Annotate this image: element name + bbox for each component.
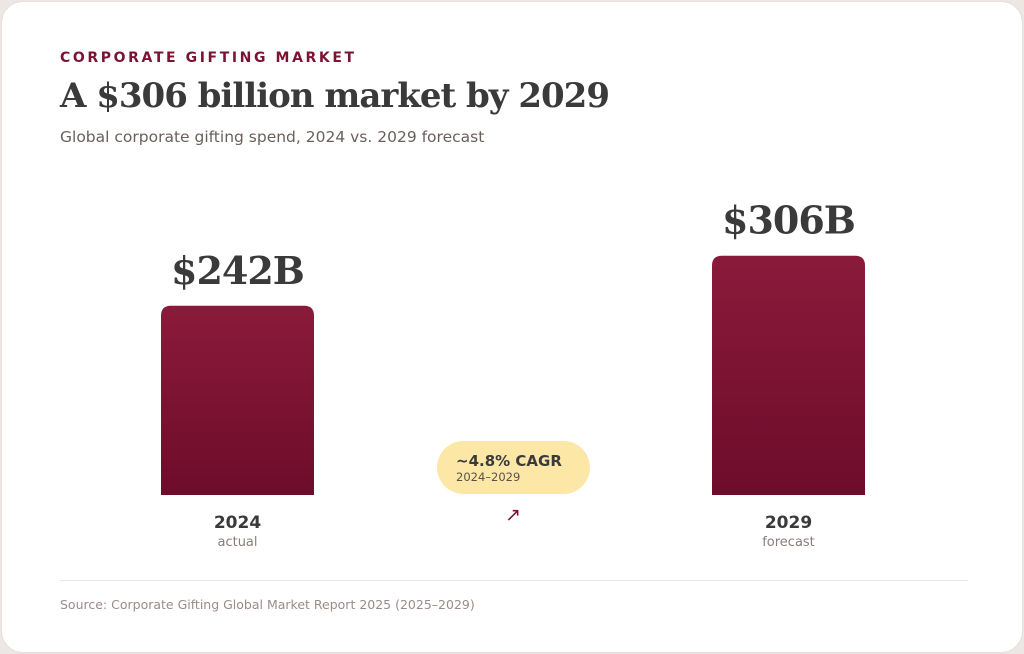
bar-2029 xyxy=(712,255,865,495)
category-note-2029: forecast xyxy=(762,535,815,550)
chart-title: A $306 billion market by 2029 xyxy=(60,76,610,116)
bar-2024 xyxy=(161,305,314,495)
category-note-2024: actual xyxy=(217,535,257,550)
cagr-period: 2024–2029 xyxy=(456,470,521,484)
value-label-2024: $242B xyxy=(171,248,304,293)
category-label-2024: 2024 xyxy=(214,513,261,533)
arrow-up-right-icon: ↗ xyxy=(505,504,521,526)
value-label-2029: $306B xyxy=(722,198,855,243)
source-note: Source: Corporate Gifting Global Market … xyxy=(60,597,475,612)
footer-divider xyxy=(60,580,968,581)
cagr-badge: ~4.8% CAGR 2024–2029 xyxy=(437,441,590,494)
category-label-2029: 2029 xyxy=(765,513,812,533)
chart-subtitle: Global corporate gifting spend, 2024 vs.… xyxy=(60,128,485,146)
eyebrow-label: CORPORATE GIFTING MARKET xyxy=(60,50,357,66)
cagr-value: ~4.8% CAGR xyxy=(456,452,562,470)
